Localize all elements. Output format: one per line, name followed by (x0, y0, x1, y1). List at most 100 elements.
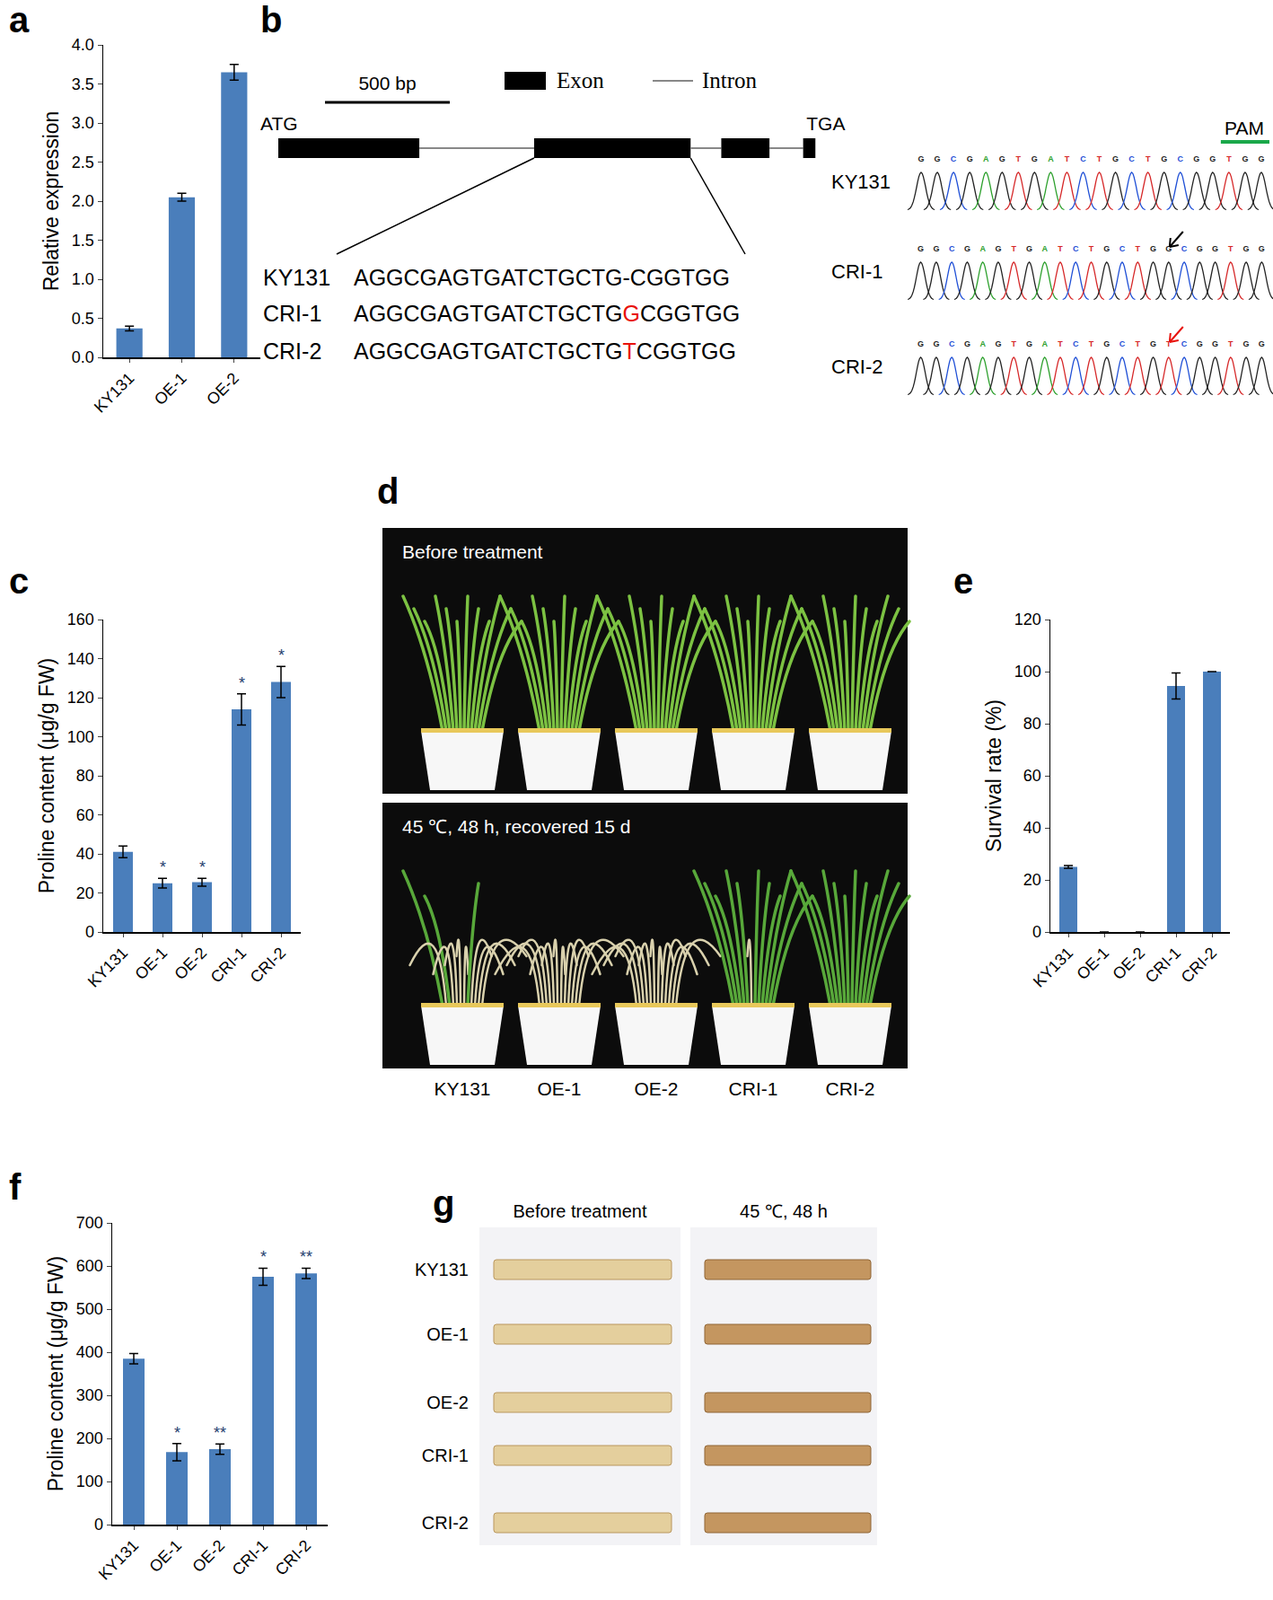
svg-text:OE-1: OE-1 (1072, 943, 1113, 984)
svg-text:CRI-2: CRI-2 (272, 1536, 315, 1579)
svg-text:G: G (1209, 154, 1216, 164)
svg-text:G: G (917, 339, 924, 349)
svg-text:C: C (1072, 339, 1080, 349)
svg-text:A: A (979, 244, 986, 254)
svg-text:C: C (948, 244, 956, 254)
svg-text:CRI-1: CRI-1 (228, 1536, 272, 1579)
svg-text:CRI-2: CRI-2 (421, 1512, 469, 1533)
svg-text:45 ℃, 48 h: 45 ℃, 48 h (739, 1201, 828, 1221)
svg-text:120: 120 (67, 688, 95, 707)
svg-text:G: G (932, 339, 940, 349)
svg-text:G: G (999, 154, 1006, 164)
svg-text:**: ** (299, 1247, 313, 1266)
svg-text:CRI-1: CRI-1 (1141, 943, 1185, 986)
svg-text:OE-1: OE-1 (145, 1536, 185, 1576)
svg-text:200: 200 (76, 1429, 104, 1448)
svg-text:CRI-1: CRI-1 (207, 943, 250, 986)
svg-text:G: G (917, 244, 924, 254)
svg-text:G: G (994, 244, 1001, 254)
svg-text:KY131: KY131 (414, 1259, 469, 1280)
svg-text:G: G (1196, 339, 1203, 349)
svg-text:60: 60 (1023, 766, 1042, 785)
svg-text:G: G (1243, 339, 1250, 349)
svg-text:CRI-1: CRI-1 (263, 300, 322, 326)
svg-text:120: 120 (1014, 610, 1042, 629)
svg-text:AGGCGAGTGATCTGCTGTCGGTGG: AGGCGAGTGATCTGCTGTCGGTGG (353, 338, 737, 364)
svg-text:A: A (1047, 154, 1054, 164)
svg-text:G: G (1026, 339, 1033, 349)
svg-text:CRI-1: CRI-1 (831, 260, 883, 283)
svg-text:AGGCGAGTGATCTGCTGGCGGTGG: AGGCGAGTGATCTGCTGGCGGTGG (353, 300, 740, 326)
svg-text:Exon: Exon (556, 68, 605, 93)
svg-text:PAM: PAM (1224, 117, 1265, 139)
svg-text:T: T (1010, 339, 1017, 349)
svg-text:T: T (1228, 339, 1234, 349)
svg-text:G: G (1193, 154, 1200, 164)
svg-text:T: T (1064, 154, 1071, 164)
svg-text:CRI-2: CRI-2 (263, 338, 322, 364)
svg-text:*: * (159, 858, 167, 877)
svg-text:300: 300 (76, 1386, 104, 1405)
svg-text:KY131: KY131 (1029, 943, 1077, 991)
svg-text:A: A (983, 154, 990, 164)
svg-text:C: C (1177, 154, 1185, 164)
svg-text:600: 600 (76, 1256, 104, 1275)
svg-text:700: 700 (76, 1213, 104, 1232)
svg-text:T: T (1226, 154, 1232, 164)
svg-text:A: A (979, 339, 986, 349)
svg-text:100: 100 (1014, 662, 1042, 681)
svg-text:CRI-2: CRI-2 (1177, 943, 1221, 986)
svg-text:*: * (199, 858, 206, 877)
svg-text:G: G (1243, 244, 1250, 254)
svg-text:KY131: KY131 (263, 264, 331, 290)
svg-text:2.0: 2.0 (71, 192, 95, 211)
svg-text:AGGCGAGTGATCTGCTG-CGGTGG: AGGCGAGTGATCTGCTG-CGGTGG (353, 264, 730, 290)
svg-text:Before treatment: Before treatment (402, 541, 544, 562)
svg-text:T: T (1088, 339, 1095, 349)
svg-text:A: A (1041, 339, 1048, 349)
svg-text:OE-2: OE-2 (1108, 943, 1149, 984)
svg-text:G: G (1150, 244, 1157, 254)
svg-text:4.0: 4.0 (71, 35, 95, 54)
svg-text:60: 60 (76, 806, 95, 825)
svg-text:C: C (1079, 154, 1087, 164)
svg-text:C: C (948, 339, 956, 349)
svg-text:Before treatment: Before treatment (513, 1201, 648, 1221)
svg-text:G: G (1026, 244, 1033, 254)
svg-text:G: G (1211, 339, 1219, 349)
svg-text:*: * (238, 674, 246, 693)
svg-text:OE-2: OE-2 (426, 1392, 469, 1413)
svg-text:OE-2: OE-2 (633, 1078, 678, 1099)
svg-text:KY131: KY131 (433, 1078, 491, 1099)
svg-text:C: C (1128, 154, 1135, 164)
svg-text:40: 40 (1023, 818, 1042, 837)
svg-text:G: G (1257, 154, 1265, 164)
svg-text:G: G (1258, 339, 1265, 349)
svg-text:T: T (1057, 244, 1063, 254)
svg-text:Relative expression: Relative expression (39, 111, 63, 292)
svg-text:C: C (1119, 339, 1126, 349)
svg-text:G: G (1241, 154, 1248, 164)
svg-text:1.5: 1.5 (71, 231, 95, 250)
svg-text:CRI-1: CRI-1 (421, 1445, 469, 1466)
svg-text:3.5: 3.5 (71, 75, 95, 94)
svg-text:**: ** (213, 1423, 227, 1442)
svg-text:OE-2: OE-2 (170, 943, 211, 984)
svg-text:T: T (1135, 244, 1142, 254)
svg-text:0: 0 (1032, 922, 1042, 941)
svg-text:TGA: TGA (806, 113, 845, 134)
svg-text:T: T (1135, 339, 1142, 349)
svg-text:T: T (1016, 154, 1022, 164)
svg-text:KY131: KY131 (95, 1536, 142, 1583)
svg-text:40: 40 (76, 844, 95, 863)
svg-text:G: G (966, 154, 974, 164)
svg-text:CRI-2: CRI-2 (831, 355, 883, 378)
svg-text:KY131: KY131 (84, 943, 132, 991)
svg-text:G: G (994, 339, 1001, 349)
svg-text:KY131: KY131 (90, 368, 138, 416)
svg-text:G: G (1160, 154, 1168, 164)
svg-text:140: 140 (67, 649, 95, 668)
svg-text:2.5: 2.5 (71, 153, 95, 172)
svg-text:CRI-1: CRI-1 (728, 1078, 779, 1099)
svg-text:G: G (1103, 244, 1110, 254)
